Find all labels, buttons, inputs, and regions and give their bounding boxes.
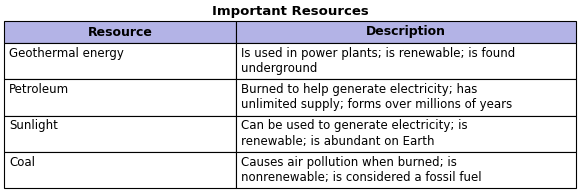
Bar (4, 79, 235, 116)
Text: Resource: Resource (88, 26, 153, 39)
Bar (4, 152, 235, 188)
Text: Geothermal energy: Geothermal energy (9, 47, 124, 60)
Text: Burned to help generate electricity; has
unlimited supply; forms over millions o: Burned to help generate electricity; has… (241, 83, 512, 111)
Text: Important Resources: Important Resources (212, 6, 368, 19)
Bar (235, 152, 576, 188)
Bar (235, 79, 576, 116)
Text: Petroleum: Petroleum (9, 83, 69, 96)
Bar (235, 116, 576, 152)
Text: Causes air pollution when burned; is
nonrenewable; is considered a fossil fuel: Causes air pollution when burned; is non… (241, 156, 481, 184)
Bar (4, 21, 235, 43)
Text: Is used in power plants; is renewable; is found
underground: Is used in power plants; is renewable; i… (241, 47, 515, 75)
Text: Sunlight: Sunlight (9, 120, 58, 133)
Bar (4, 116, 235, 152)
Bar (235, 43, 576, 79)
Bar (4, 43, 235, 79)
Text: Can be used to generate electricity; is
renewable; is abundant on Earth: Can be used to generate electricity; is … (241, 120, 467, 147)
Text: Coal: Coal (9, 156, 35, 169)
Text: Description: Description (366, 26, 446, 39)
Bar (235, 21, 576, 43)
